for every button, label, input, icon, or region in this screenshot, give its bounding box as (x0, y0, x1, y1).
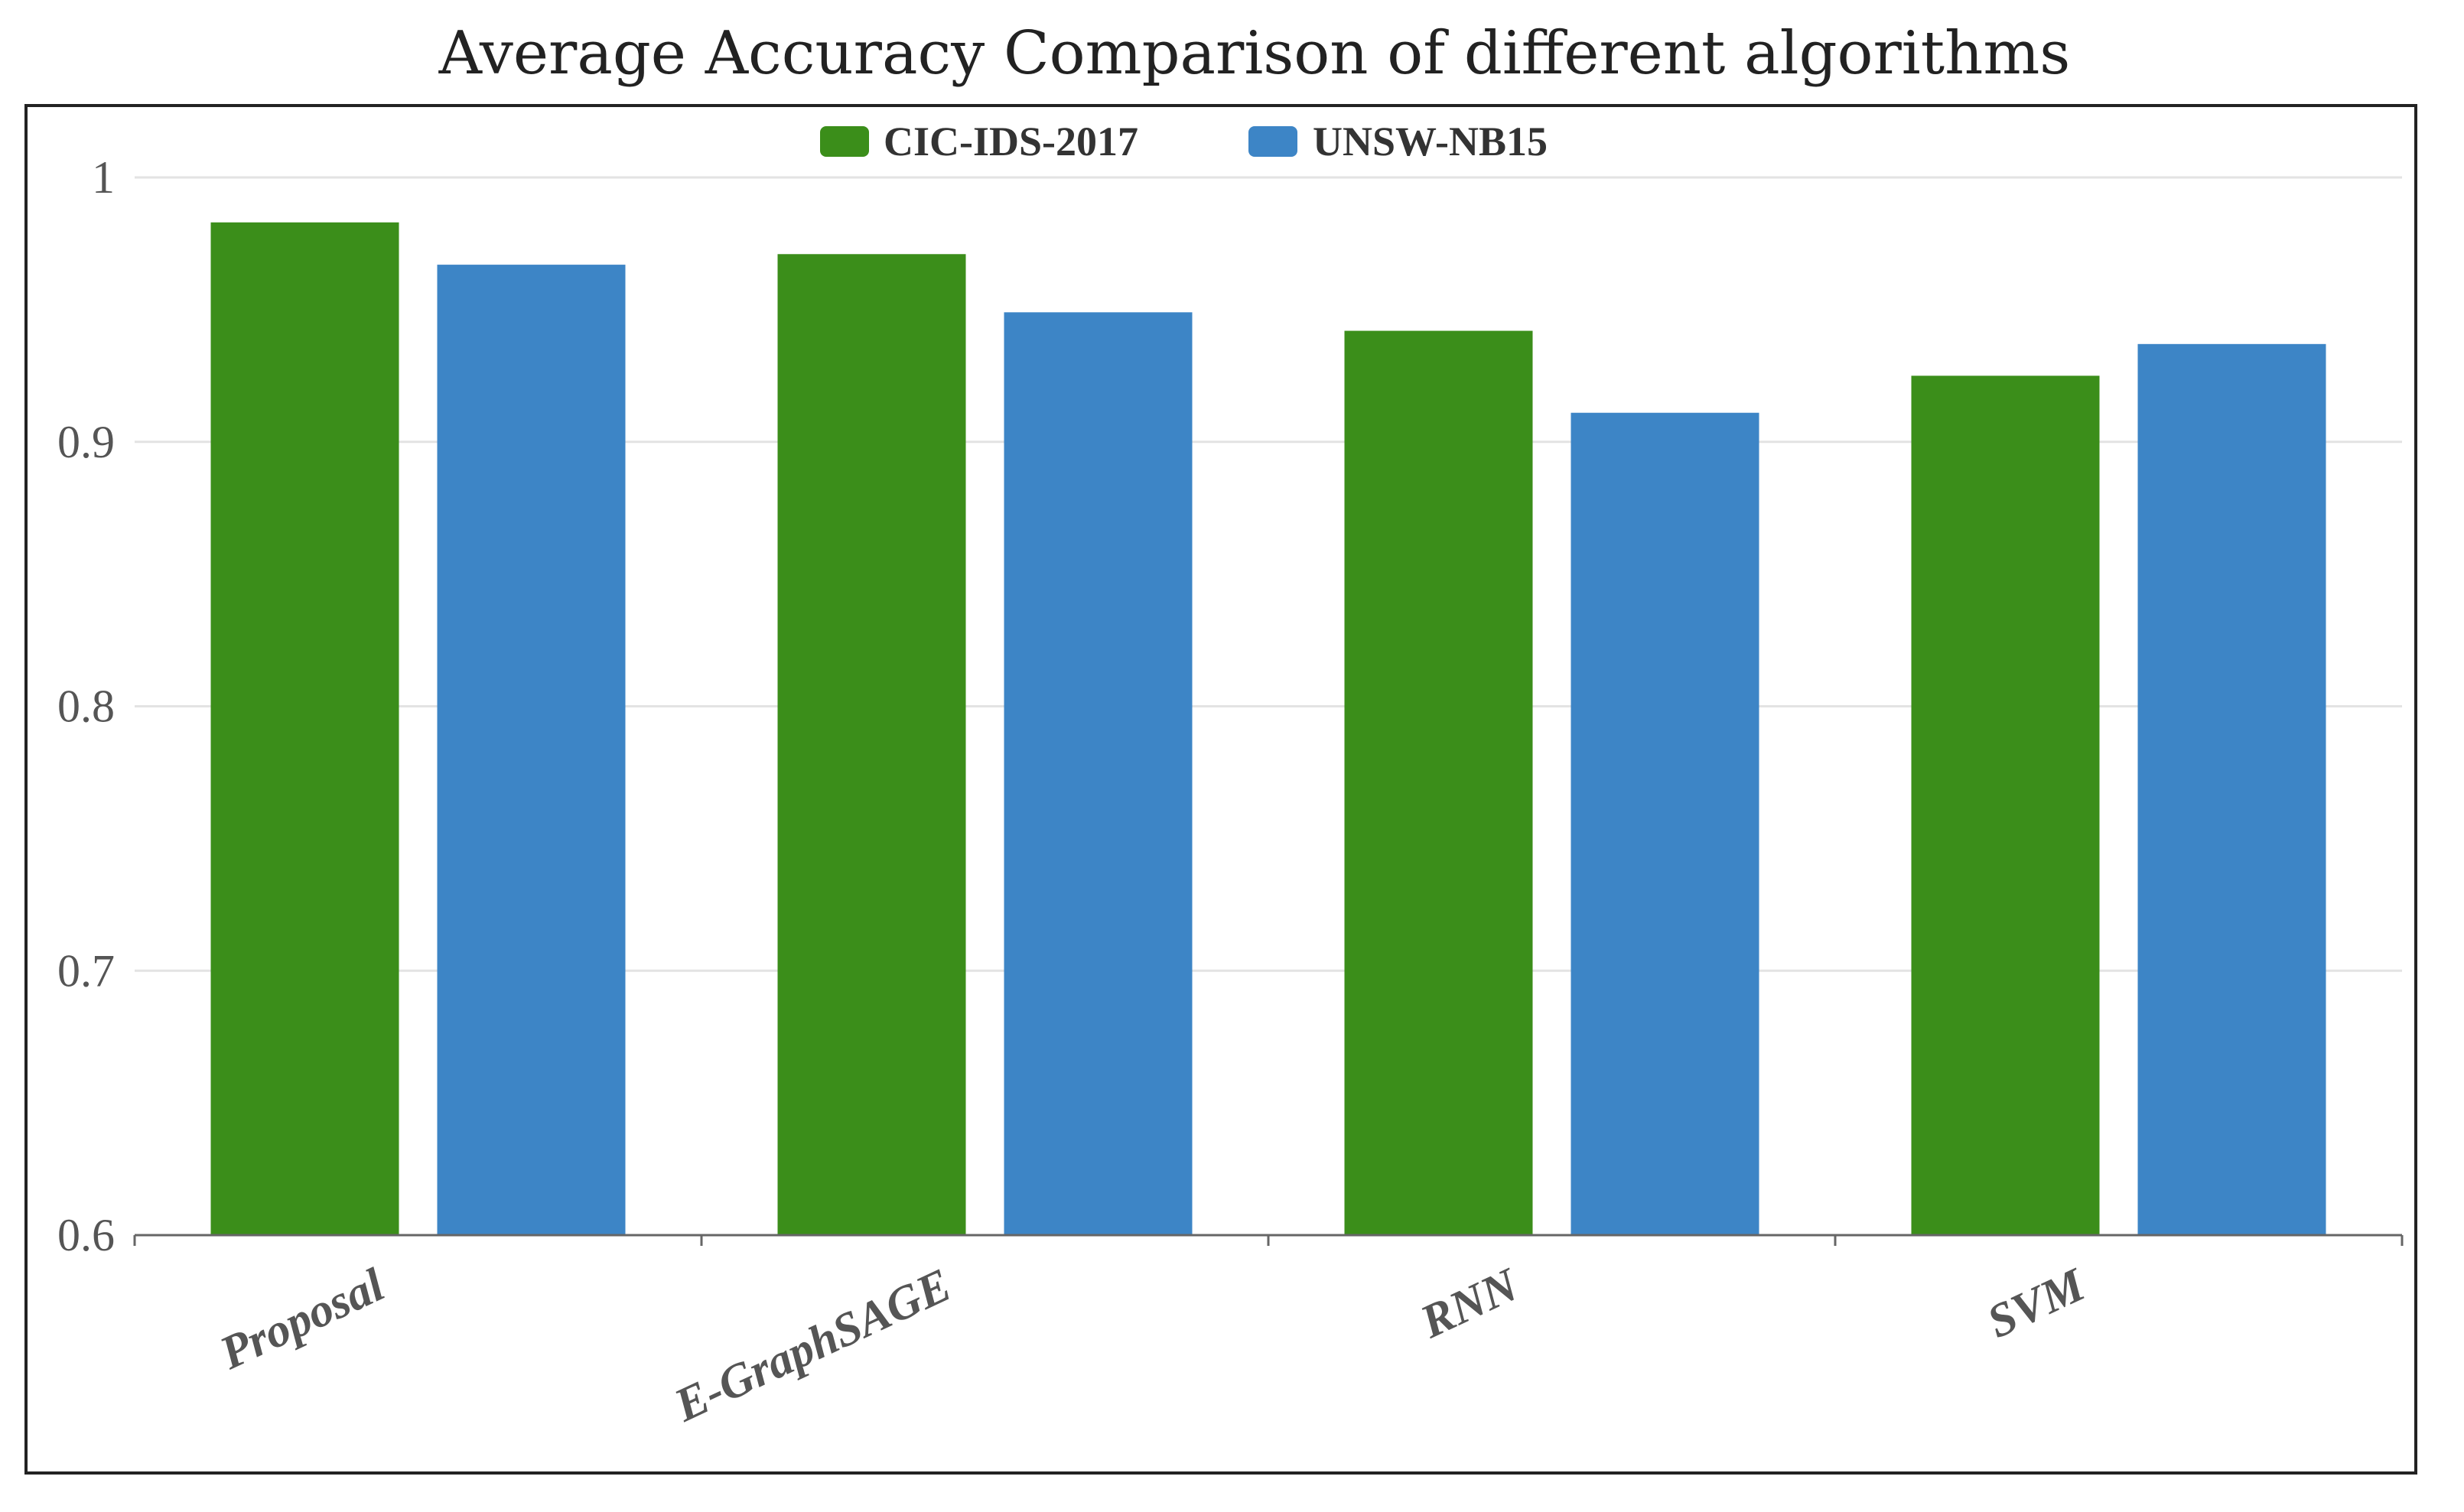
legend-label-unsw-nb15: UNSW-NB15 (1313, 119, 1548, 164)
legend-swatch-cic-ids-2017 (820, 126, 869, 157)
x-tick-label: Proposal (212, 1259, 392, 1380)
bar-e-graphsage-unsw-nb15 (1004, 312, 1193, 1235)
x-tick-label: RNN (1412, 1258, 1527, 1348)
y-tick-label: 1 (92, 152, 115, 203)
bar-rnn-cic-ids-2017 (1344, 330, 1533, 1235)
legend-swatch-unsw-nb15 (1248, 126, 1297, 157)
y-axis-ticks: 0.6 0.7 0.8 0.9 1 (57, 152, 115, 1260)
bar-proposal-cic-ids-2017 (210, 222, 399, 1236)
bar-proposal-unsw-nb15 (437, 265, 626, 1235)
y-tick-label: 0.9 (57, 417, 115, 467)
y-tick-label: 0.7 (57, 945, 115, 996)
y-tick-label: 0.6 (57, 1210, 115, 1260)
chart-title: Average Accuracy Comparison of different… (438, 19, 2071, 88)
y-tick-label: 0.8 (57, 681, 115, 732)
bar-svm-unsw-nb15 (2137, 343, 2326, 1235)
x-tick-label: E-GraphSAGE (666, 1259, 959, 1432)
bars (210, 222, 2326, 1236)
bar-e-graphsage-cic-ids-2017 (777, 254, 966, 1236)
x-tick-label: SVM (1980, 1258, 2094, 1348)
bar-rnn-unsw-nb15 (1571, 412, 1759, 1235)
legend-label-cic-ids-2017: CIC-IDS-2017 (884, 119, 1138, 164)
x-axis-ticks: Proposal E-GraphSAGE RNN SVM (133, 1235, 2404, 1432)
chart-frame (24, 104, 2417, 1475)
bar-svm-cic-ids-2017 (1911, 376, 2100, 1235)
legend: CIC-IDS-2017 UNSW-NB15 (820, 119, 1548, 164)
